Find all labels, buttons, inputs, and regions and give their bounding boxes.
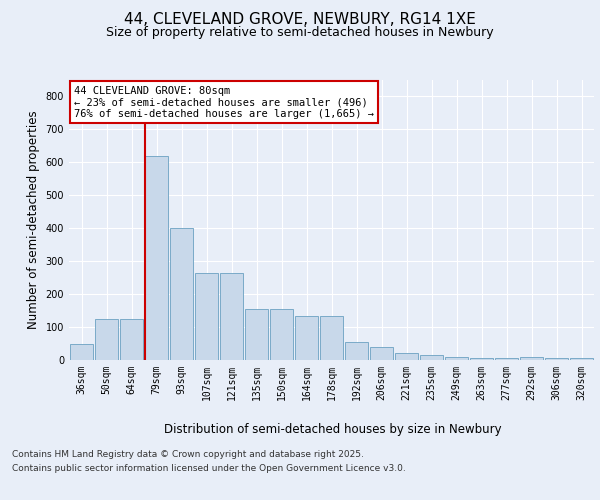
Y-axis label: Number of semi-detached properties: Number of semi-detached properties [27, 110, 40, 330]
Bar [295, 316, 319, 360]
Bar [470, 358, 493, 360]
Bar [70, 344, 94, 360]
Text: Contains HM Land Registry data © Crown copyright and database right 2025.: Contains HM Land Registry data © Crown c… [12, 450, 364, 459]
Text: Size of property relative to semi-detached houses in Newbury: Size of property relative to semi-detach… [106, 26, 494, 39]
Bar [395, 354, 418, 360]
Bar [245, 309, 268, 360]
Bar [494, 358, 518, 360]
Bar [445, 356, 469, 360]
Bar [95, 319, 118, 360]
Bar [119, 319, 143, 360]
Text: 44 CLEVELAND GROVE: 80sqm
← 23% of semi-detached houses are smaller (496)
76% of: 44 CLEVELAND GROVE: 80sqm ← 23% of semi-… [74, 86, 374, 119]
Bar [370, 348, 394, 360]
Bar [344, 342, 368, 360]
Bar [269, 309, 293, 360]
Text: Contains public sector information licensed under the Open Government Licence v3: Contains public sector information licen… [12, 464, 406, 473]
Bar [569, 358, 593, 360]
Bar [520, 356, 544, 360]
Bar [220, 272, 244, 360]
Text: Distribution of semi-detached houses by size in Newbury: Distribution of semi-detached houses by … [164, 422, 502, 436]
Bar [545, 358, 568, 360]
Bar [145, 156, 169, 360]
Text: 44, CLEVELAND GROVE, NEWBURY, RG14 1XE: 44, CLEVELAND GROVE, NEWBURY, RG14 1XE [124, 12, 476, 28]
Bar [170, 228, 193, 360]
Bar [194, 272, 218, 360]
Bar [419, 355, 443, 360]
Bar [320, 316, 343, 360]
